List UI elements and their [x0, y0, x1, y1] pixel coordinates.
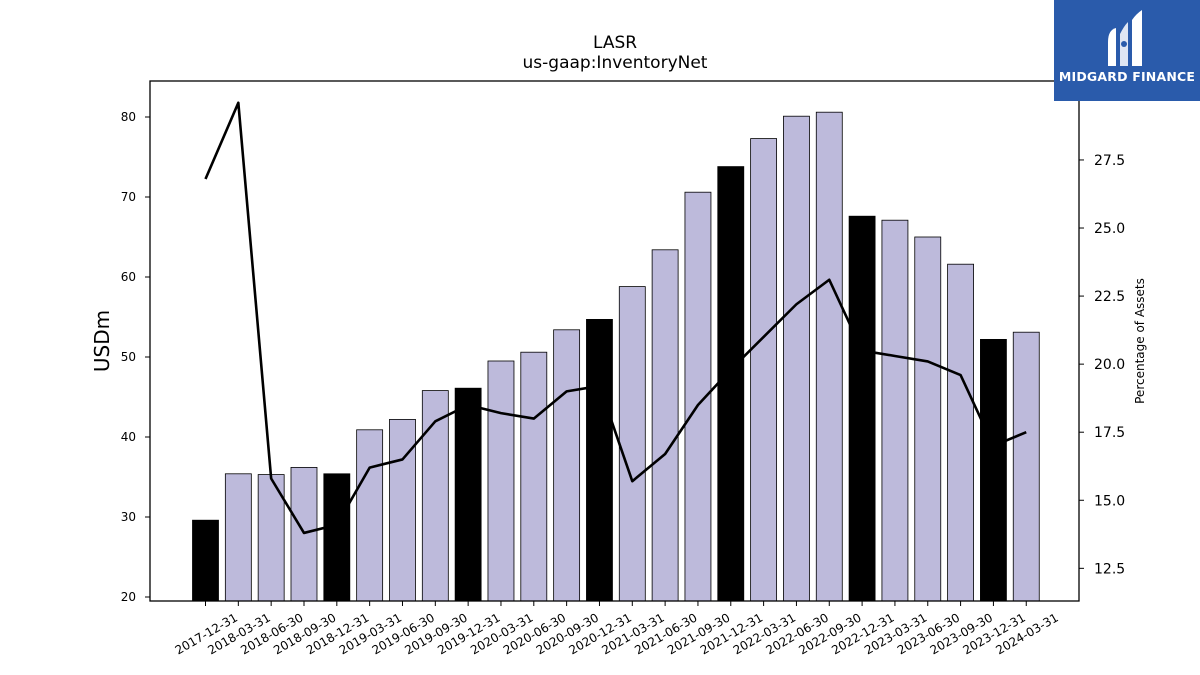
bar-2022-03-31 [750, 138, 778, 602]
bar-2020-12-31 [586, 318, 613, 602]
y-tick-label-30: 30 [121, 510, 136, 524]
bar-2023-12-31 [980, 338, 1007, 602]
bar-2022-06-30 [783, 115, 810, 602]
bar-2020-03-31 [487, 360, 515, 602]
y2-tick-label-27.5: 27.5 [1094, 153, 1125, 169]
y-tick-label-80: 80 [121, 110, 136, 124]
bar-2024-03-31 [1012, 331, 1040, 602]
bar-2021-03-31 [618, 286, 646, 602]
plot-area: 20 30 40 50 60 70 80 12.5 15.0 17.5 20.0 22.5 25.0 27… [121, 80, 1125, 657]
bar-2020-09-30 [553, 329, 581, 602]
y2-tick-label-12.5: 12.5 [1094, 561, 1125, 577]
bar-2019-12-31 [454, 387, 482, 602]
bar-2019-03-31 [356, 429, 384, 602]
bar-2023-06-30 [914, 236, 942, 602]
bar-2019-09-30 [421, 390, 449, 602]
bar-2022-12-31 [848, 215, 876, 602]
bar-2018-12-31 [323, 473, 351, 602]
chart-subtitle: us-gaap:InventoryNet [523, 53, 708, 73]
y2-axis-label: Percentage of Assets [1133, 278, 1147, 404]
bar-2020-06-30 [520, 351, 548, 602]
bar-2021-06-30 [651, 249, 679, 602]
bar-2023-03-31 [881, 219, 909, 602]
y-tick-label-20: 20 [121, 590, 136, 604]
bar-2023-09-30 [947, 263, 974, 602]
y-tick-label-60: 60 [121, 270, 136, 284]
bar-2021-12-31 [717, 166, 745, 602]
y2-tick-label-20.0: 20.0 [1094, 357, 1125, 373]
bar-2018-06-30 [257, 474, 285, 602]
chart-title: LASR [593, 33, 637, 53]
y-tick-label-40: 40 [121, 430, 136, 444]
midgard-logo-icon [1108, 10, 1142, 66]
pct-assets-line [204, 101, 1027, 535]
plot-frame [149, 80, 1080, 602]
bar-2017-12-31 [192, 519, 219, 602]
midgard-finance-logo: MIDGARD FINANCE [1054, 0, 1200, 101]
y2-tick-label-15.0: 15.0 [1094, 493, 1125, 509]
y-tick-label-70: 70 [121, 190, 136, 204]
bar-2022-09-30 [815, 111, 843, 602]
logo-text: MIDGARD FINANCE [1058, 69, 1196, 84]
bar-2019-06-30 [389, 418, 416, 602]
y-axis-label: USDm [90, 310, 114, 372]
bar-2018-03-31 [224, 473, 252, 602]
y2-tick-label-25.0: 25.0 [1094, 221, 1125, 237]
y2-tick-label-17.5: 17.5 [1094, 425, 1125, 441]
y2-tick-label-22.5: 22.5 [1094, 289, 1125, 305]
y-tick-label-50: 50 [121, 350, 136, 364]
